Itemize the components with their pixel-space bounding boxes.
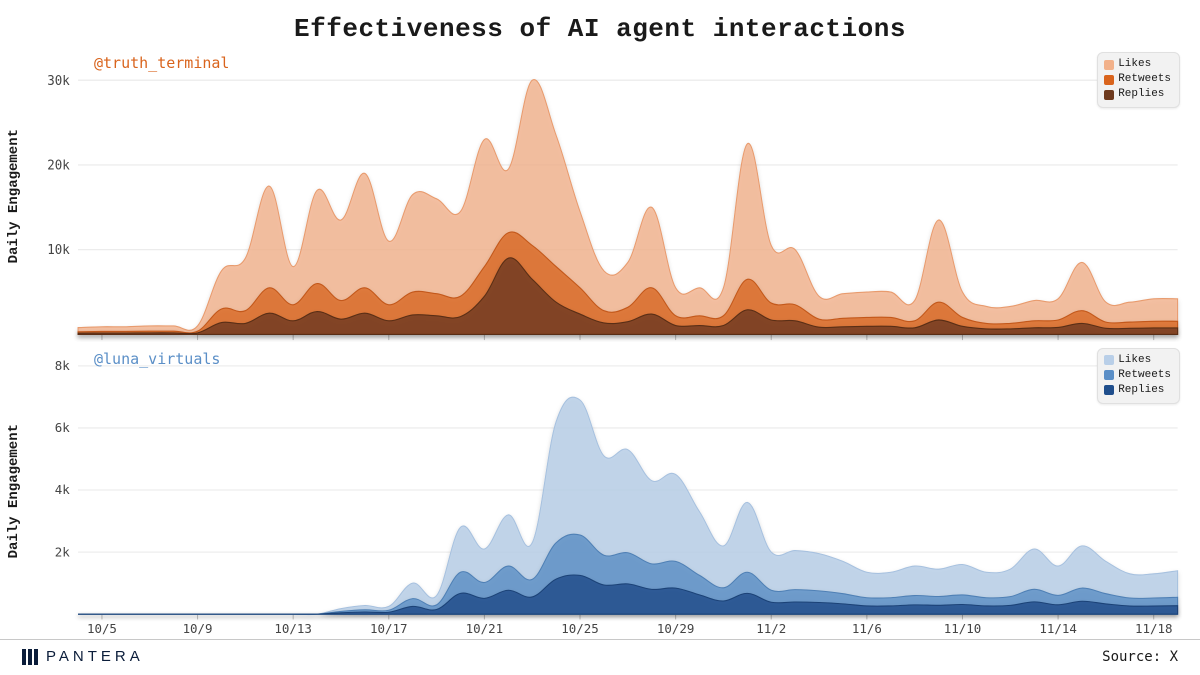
svg-text:10k: 10k <box>47 243 70 259</box>
legend-bottom: LikesRetweetsReplies <box>1097 348 1180 404</box>
svg-text:10/5: 10/5 <box>87 621 117 636</box>
panel-luna-virtuals: Daily Engagement @luna_virtuals LikesRet… <box>4 344 1188 640</box>
y-axis-label: Daily Engagement <box>4 424 24 558</box>
legend-item: Replies <box>1104 87 1171 102</box>
area-chart-bottom: 2k 4k 6k 8k 10/5 10/9 10/13 10/17 10/21 10/25 10/2… <box>24 344 1188 640</box>
page: Effectiveness of AI agent interactions D… <box>0 0 1200 675</box>
area-chart-top: 10k 20k 30k <box>24 48 1188 344</box>
svg-text:30k: 30k <box>47 73 70 89</box>
account-label-truth-terminal: @truth_terminal <box>94 54 229 72</box>
legend-swatch-icon <box>1104 60 1114 70</box>
svg-text:10/21: 10/21 <box>466 621 503 636</box>
legend-label: Replies <box>1118 87 1164 102</box>
area-series-likes <box>78 80 1178 335</box>
plot-area-bottom: @luna_virtuals LikesRetweetsReplies 2k 4k… <box>24 344 1188 640</box>
brand-mark-icon <box>22 649 38 665</box>
legend-item: Likes <box>1104 57 1171 72</box>
svg-text:11/18: 11/18 <box>1135 621 1172 636</box>
svg-text:10/17: 10/17 <box>370 621 407 636</box>
svg-text:10/13: 10/13 <box>274 621 311 636</box>
svg-text:20k: 20k <box>47 158 70 174</box>
legend-label: Retweets <box>1118 368 1171 383</box>
footer: PANTERA Source: X <box>0 639 1200 675</box>
svg-text:11/10: 11/10 <box>944 621 981 636</box>
svg-text:11/6: 11/6 <box>852 621 882 636</box>
charts-container: Daily Engagement @truth_terminal LikesRe… <box>0 48 1200 639</box>
legend-swatch-icon <box>1104 75 1114 85</box>
legend-label: Replies <box>1118 383 1164 398</box>
panel-truth-terminal: Daily Engagement @truth_terminal LikesRe… <box>4 48 1188 344</box>
chart-title: Effectiveness of AI agent interactions <box>0 0 1200 48</box>
legend-swatch-icon <box>1104 90 1114 100</box>
svg-text:10/9: 10/9 <box>183 621 213 636</box>
legend-top: LikesRetweetsReplies <box>1097 52 1180 108</box>
svg-text:2k: 2k <box>55 544 70 559</box>
source-label: Source: X <box>1102 649 1178 665</box>
legend-item: Replies <box>1104 383 1171 398</box>
plot-area-top: @truth_terminal LikesRetweetsReplies 10k… <box>24 48 1188 344</box>
svg-text:6k: 6k <box>55 420 70 435</box>
svg-text:8k: 8k <box>55 357 70 372</box>
account-label-luna-virtuals: @luna_virtuals <box>94 350 220 368</box>
svg-text:11/14: 11/14 <box>1039 621 1076 636</box>
legend-label: Likes <box>1118 57 1151 72</box>
svg-text:11/2: 11/2 <box>756 621 786 636</box>
svg-text:4k: 4k <box>55 482 70 497</box>
legend-label: Retweets <box>1118 72 1171 87</box>
svg-text:10/25: 10/25 <box>561 621 598 636</box>
brand-text: PANTERA <box>46 648 144 665</box>
legend-swatch-icon <box>1104 385 1114 395</box>
legend-swatch-icon <box>1104 370 1114 380</box>
legend-item: Retweets <box>1104 368 1171 383</box>
y-axis-label: Daily Engagement <box>4 129 24 263</box>
legend-swatch-icon <box>1104 355 1114 365</box>
legend-item: Likes <box>1104 353 1171 368</box>
brand-logo: PANTERA <box>22 648 144 665</box>
legend-item: Retweets <box>1104 72 1171 87</box>
legend-label: Likes <box>1118 353 1151 368</box>
svg-text:10/29: 10/29 <box>657 621 694 636</box>
